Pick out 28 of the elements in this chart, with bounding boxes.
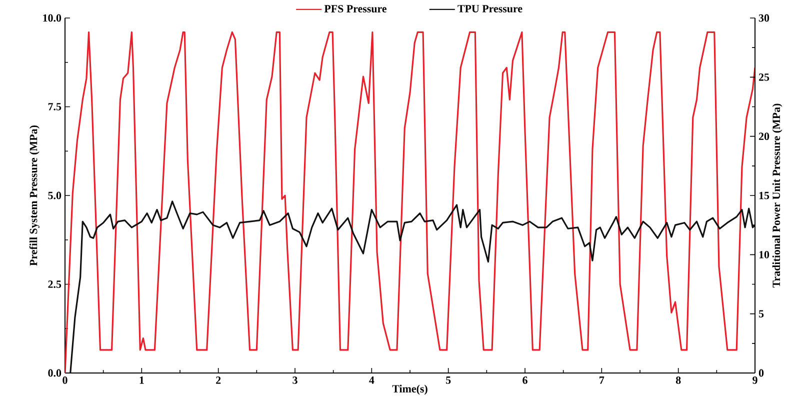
legend-label: TPU Pressure xyxy=(458,5,522,12)
y-axis-title: Prefill System Pressure (MPa) xyxy=(29,126,40,266)
y-tick-label: 5.0 xyxy=(48,192,62,200)
y-tick-label: 10.0 xyxy=(43,14,62,22)
x-tick-label: 2 xyxy=(216,376,221,384)
x-tick-label: 5 xyxy=(446,376,451,384)
x-tick-label: 3 xyxy=(292,376,298,384)
legend-label: PFS Pressure xyxy=(324,5,387,12)
x-tick-label: 9 xyxy=(752,376,758,384)
x-tick-label: 1 xyxy=(140,376,144,384)
y2-tick-label: 0 xyxy=(758,369,764,377)
x-axis-title: Time(s) xyxy=(392,384,428,395)
y-tick-label: 0.0 xyxy=(48,369,62,377)
y2-tick-label: 30 xyxy=(758,14,770,22)
x-tick-label: 6 xyxy=(522,376,528,384)
y2-tick-label: 10 xyxy=(759,250,770,258)
x-tick-label: 4 xyxy=(369,376,374,384)
x-tick-label: 0 xyxy=(62,376,68,384)
line-series xyxy=(70,200,755,373)
y2-tick-label: 20 xyxy=(758,132,770,140)
y2-tick-label: 5 xyxy=(758,310,764,318)
y-tick-label: 2.5 xyxy=(48,280,62,288)
y2-axis-title: Traditional Power Unit Pressure (MPa) xyxy=(772,104,782,288)
y2-tick-label: 25 xyxy=(758,73,770,81)
y-tick-label: 7.5 xyxy=(48,103,62,110)
x-tick-label: 8 xyxy=(676,376,681,384)
y2-tick-label: 15 xyxy=(759,192,770,200)
x-tick-label: 7 xyxy=(600,376,604,384)
